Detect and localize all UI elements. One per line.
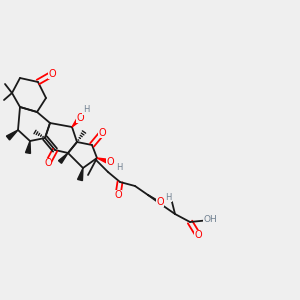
Text: O: O <box>44 158 52 168</box>
Polygon shape <box>72 116 82 127</box>
Polygon shape <box>78 168 83 181</box>
Text: H: H <box>165 193 171 202</box>
Text: O: O <box>48 69 56 79</box>
Polygon shape <box>6 130 18 140</box>
Text: O: O <box>106 157 114 167</box>
Text: O: O <box>76 113 84 123</box>
Polygon shape <box>26 141 31 153</box>
Polygon shape <box>58 153 68 163</box>
Polygon shape <box>97 158 111 164</box>
Text: OH: OH <box>203 215 217 224</box>
Text: H: H <box>116 164 122 172</box>
Text: O: O <box>194 230 202 240</box>
Text: O: O <box>156 197 164 207</box>
Text: O: O <box>114 190 122 200</box>
Text: O: O <box>98 128 106 138</box>
Text: H: H <box>83 106 89 115</box>
